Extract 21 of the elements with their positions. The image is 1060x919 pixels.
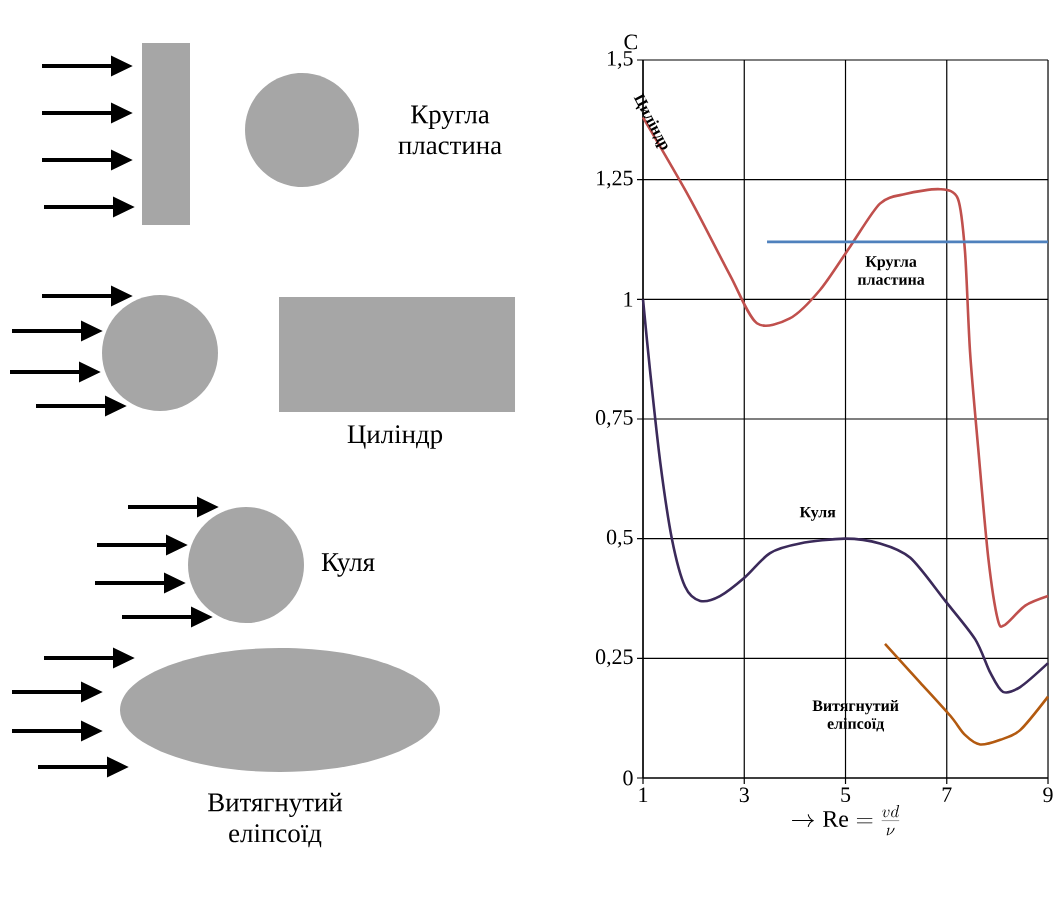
x-tick-label: 1 xyxy=(639,787,648,802)
x-tick-label: 9 xyxy=(1043,787,1053,803)
y-tick-label: 0,25 xyxy=(595,649,633,668)
x-tick-label: 5 xyxy=(841,787,851,803)
text: Витягнутий еліпсоїд xyxy=(208,792,343,848)
text: Циліндр xyxy=(347,425,443,449)
x-tick-label: 3 xyxy=(739,787,749,803)
y-tick-label: 1 xyxy=(624,292,633,307)
text: Куля xyxy=(321,553,375,577)
y-tick-label: 0,75 xyxy=(595,410,633,428)
x-axis-title: $\rightarrow \mathrm{Re}=\frac{vd}{\nu}$ xyxy=(791,805,900,836)
y-tick-label: 1,5 xyxy=(608,51,633,69)
line-series xyxy=(641,298,1050,694)
x-tick-label: 7 xyxy=(942,787,952,802)
series-label: Кругла пластина xyxy=(857,256,925,285)
text: Кругла пластина xyxy=(398,105,502,155)
y-tick-label: 1,25 xyxy=(597,170,633,189)
y-tick-label: 0 xyxy=(623,770,633,786)
y-axis-title: C xyxy=(624,34,637,50)
y-tick-label: 0,5 xyxy=(606,529,633,548)
series-label: Куля xyxy=(799,506,836,521)
